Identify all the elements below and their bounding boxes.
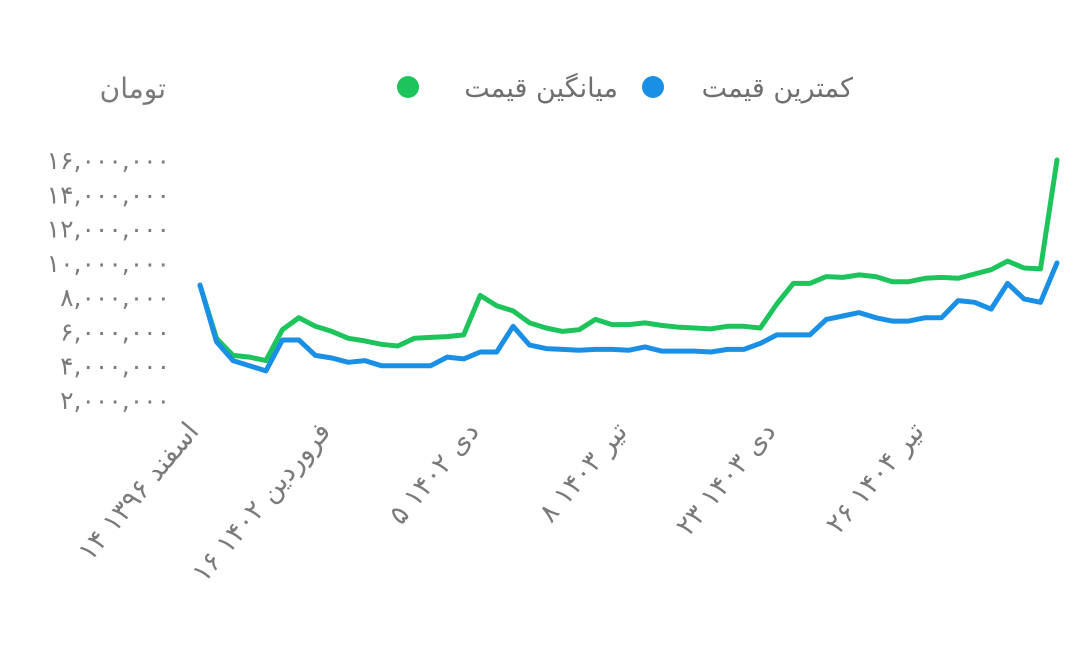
legend-label-series-1: کمترین قیمت <box>702 73 853 104</box>
y-tick-label: ۱۲,۰۰۰,۰۰۰ <box>47 215 170 244</box>
x-tick-label: ۲۳ دی ۱۴۰۳ <box>670 417 782 542</box>
x-tick-label: ۱۴ اسفند ۱۳۹۶ <box>72 417 205 567</box>
y-tick-label: ۸,۰۰۰,۰۰۰ <box>60 283 170 312</box>
series-lines <box>197 157 1060 374</box>
series-line-0 <box>197 157 1060 364</box>
y-unit-label: تومان <box>100 72 166 105</box>
y-tick-label: ۱۰,۰۰۰,۰۰۰ <box>47 249 170 278</box>
y-tick-label: ۲,۰۰۰,۰۰۰ <box>60 386 170 415</box>
x-tick-label: ۵ دی ۱۴۰۲ <box>383 417 486 531</box>
legend-marker-series-1 <box>642 76 664 98</box>
y-tick-label: ۱۴,۰۰۰,۰۰۰ <box>47 180 170 209</box>
series-line-1 <box>197 260 1060 374</box>
legend: میانگین قیمت کمترین قیمت <box>397 72 853 104</box>
legend-label-series-0: میانگین قیمت <box>464 72 618 104</box>
x-tick-label: ۸ تیر ۱۴۰۳ <box>533 417 634 529</box>
y-tick-label: ۶,۰۰۰,۰۰۰ <box>60 317 170 346</box>
y-axis-tick-labels: ۱۶,۰۰۰,۰۰۰ ۱۴,۰۰۰,۰۰۰ ۱۲,۰۰۰,۰۰۰ ۱۰,۰۰۰,۰۰۰… <box>47 146 170 415</box>
legend-marker-series-0 <box>397 76 419 98</box>
x-tick-label: ۲۶ تیر ۱۴۰۴ <box>820 417 930 540</box>
y-tick-label: ۴,۰۰۰,۰۰۰ <box>60 352 170 381</box>
x-tick-label: ۱۶ فروردین ۱۴۰۲ <box>186 417 337 589</box>
y-tick-label: ۱۶,۰۰۰,۰۰۰ <box>47 146 170 175</box>
